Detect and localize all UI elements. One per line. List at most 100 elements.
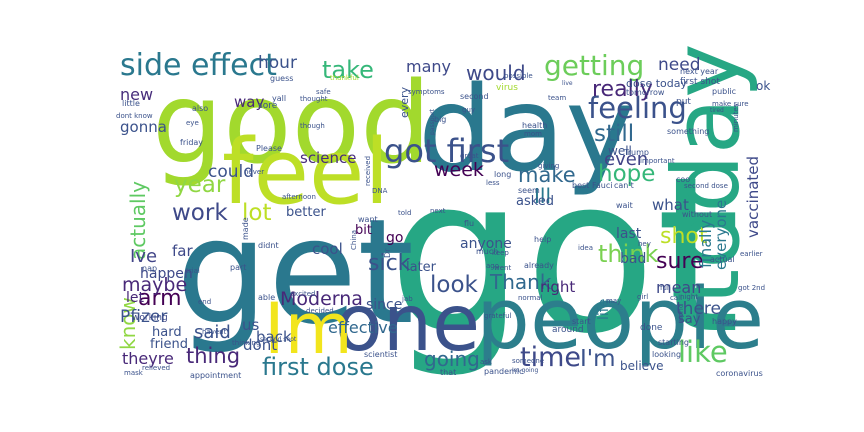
- word-happy: happy: [712, 317, 737, 326]
- word-public: public: [712, 87, 736, 96]
- word-last: last: [616, 226, 642, 242]
- word-didnt: didnt: [258, 241, 279, 250]
- word-work: work: [172, 200, 228, 226]
- word-i-m: I'm: [580, 346, 616, 372]
- word-decided: decided: [306, 307, 334, 315]
- word-every: every: [398, 86, 411, 118]
- word-thankful: thankful: [330, 74, 359, 82]
- word-call: call: [670, 294, 682, 302]
- word-put: put: [676, 97, 691, 107]
- word-look: look: [430, 272, 479, 298]
- word-yall: yall: [272, 94, 286, 103]
- word-got-first: got first: [384, 132, 509, 170]
- word-important: important: [640, 157, 675, 165]
- word-start: start: [572, 317, 591, 326]
- word-jab: jab: [401, 295, 413, 303]
- word-trial: trial: [186, 267, 200, 275]
- word-night: night: [680, 293, 698, 301]
- word-little: little: [122, 99, 140, 108]
- word-much: much: [476, 247, 498, 256]
- word-bit: bit: [355, 223, 372, 238]
- word-done: done: [640, 323, 663, 333]
- word-cool: cool: [312, 240, 343, 258]
- word-passport: passport: [429, 108, 436, 135]
- word-make: make: [518, 163, 576, 187]
- word-people: people: [476, 270, 764, 369]
- word-ive: Ive: [130, 246, 157, 267]
- word-life: life: [596, 299, 612, 320]
- word-want: want: [358, 215, 378, 224]
- word-go: go: [386, 230, 403, 246]
- word-normal: normal: [518, 294, 543, 302]
- word-new: new: [120, 85, 153, 104]
- word-going: going: [424, 347, 480, 371]
- word-minutes: minutes: [732, 103, 740, 132]
- word-seem: seem: [518, 186, 540, 195]
- word-pfizer: Pfizer: [120, 307, 167, 327]
- word-thought: thought: [300, 95, 328, 103]
- word-part: part: [230, 263, 246, 272]
- word-long: long: [494, 170, 511, 179]
- word-got-2nd: got 2nd: [738, 284, 765, 292]
- word-someone: someone: [512, 357, 544, 365]
- word-us: us: [242, 316, 260, 334]
- word-later: later: [406, 260, 437, 275]
- word-take: take: [322, 56, 374, 84]
- word-possible: possible: [504, 72, 533, 80]
- word-also: also: [192, 104, 208, 113]
- word-what: what: [652, 196, 689, 214]
- word-coo: coo: [676, 175, 690, 184]
- word-something: something: [667, 127, 709, 136]
- word-maybe: maybe: [122, 274, 187, 296]
- word-live: live: [562, 80, 573, 87]
- word-guess: guess: [270, 74, 293, 83]
- word-actually: actually: [126, 181, 150, 260]
- word-back: back: [256, 328, 292, 346]
- word-theyre: theyre: [122, 349, 174, 368]
- word-ago: ago: [486, 262, 499, 270]
- word-excited: excited: [290, 290, 316, 298]
- word-got: got: [388, 130, 740, 381]
- word-friend: friend: [150, 337, 188, 352]
- word-week: week: [434, 159, 484, 181]
- word-relieved: relieved: [142, 364, 170, 372]
- word-big: big: [434, 115, 446, 124]
- word-appointment: appointment: [190, 371, 241, 380]
- word-flu: flu: [464, 219, 474, 228]
- word-gonna: gonna: [120, 118, 167, 136]
- word-lot: lot: [242, 200, 271, 226]
- word-time: time: [520, 342, 581, 373]
- word-today: today: [653, 43, 760, 305]
- word-nap: nap: [142, 264, 157, 273]
- word-sure: sure: [656, 249, 704, 274]
- word-even: even: [604, 149, 648, 170]
- word-working: working: [132, 313, 168, 323]
- word-believe: believe: [620, 359, 664, 373]
- word-anyone: anyone: [460, 236, 512, 252]
- word-first-shot: first shot: [680, 77, 720, 87]
- word-second: second: [460, 92, 489, 101]
- word-would: would: [466, 61, 526, 85]
- word-get: get: [176, 188, 414, 357]
- word-that: that: [440, 368, 456, 377]
- word-went: went: [494, 264, 511, 272]
- word-hope: hope: [598, 161, 655, 187]
- word-can-t: can't: [614, 181, 634, 190]
- word-end: end: [198, 298, 211, 306]
- word-keep: keep: [492, 249, 509, 257]
- word-know: know: [116, 297, 140, 350]
- word-girl: girl: [637, 293, 648, 301]
- word-happen: happen: [140, 266, 193, 282]
- word-far: far: [172, 242, 193, 260]
- word-arm: arm: [138, 286, 182, 311]
- word-wait: wait: [616, 201, 633, 210]
- word-ask: ask: [480, 358, 493, 366]
- word-able: able: [258, 293, 275, 302]
- word-im: Im: [264, 288, 353, 370]
- word-bad: bad: [620, 251, 646, 267]
- word-grateful: grateful: [484, 312, 512, 320]
- word-sore: sore: [258, 101, 278, 111]
- word-may: may: [606, 297, 621, 305]
- word-good: good: [152, 59, 431, 189]
- word-around: around: [552, 325, 584, 335]
